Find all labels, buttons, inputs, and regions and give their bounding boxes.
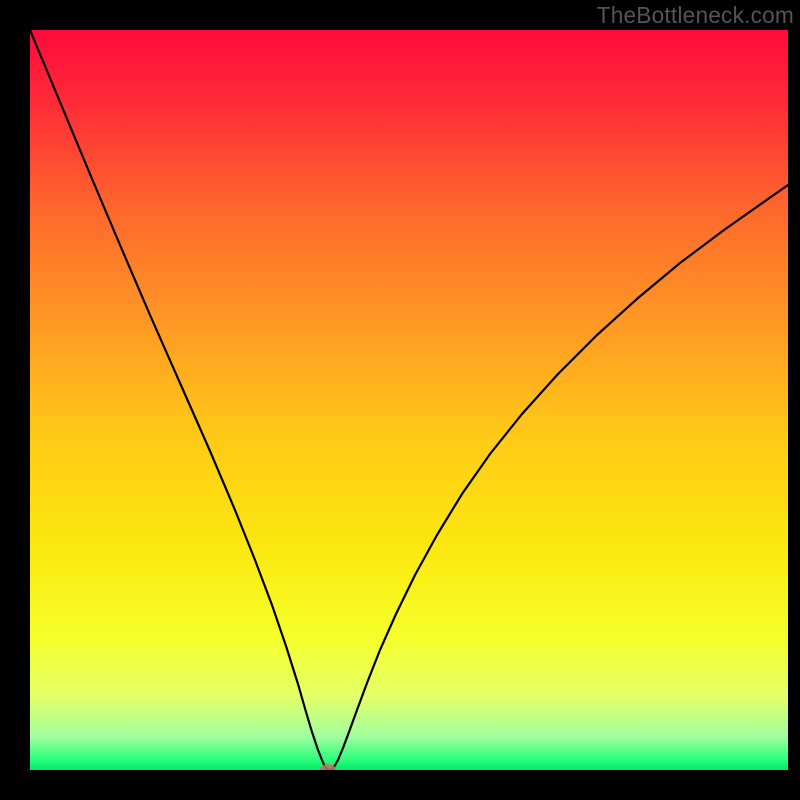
frame-border-left — [0, 0, 30, 800]
bottleneck-curve — [30, 30, 788, 770]
curve-svg — [30, 30, 788, 770]
chart-frame: TheBottleneck.com — [0, 0, 800, 800]
watermark-text: TheBottleneck.com — [597, 2, 794, 29]
frame-border-right — [788, 0, 800, 800]
frame-border-bottom — [0, 770, 800, 800]
plot-area — [30, 30, 788, 770]
